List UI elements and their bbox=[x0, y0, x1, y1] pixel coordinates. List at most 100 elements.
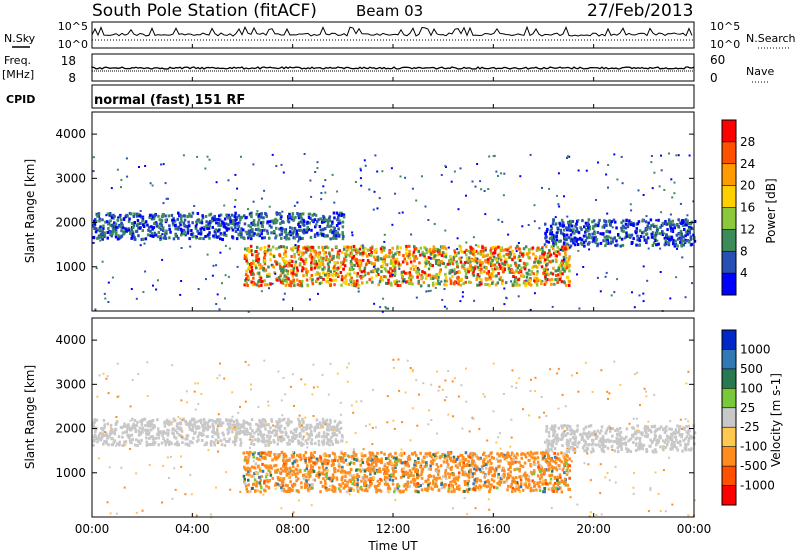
power-cell bbox=[459, 260, 463, 264]
power-cell bbox=[280, 232, 283, 236]
power-cell bbox=[563, 237, 566, 240]
velocity-cell bbox=[450, 486, 453, 490]
power-cell bbox=[311, 245, 314, 249]
power-cell bbox=[564, 244, 567, 248]
power-cell bbox=[352, 268, 355, 271]
velocity-cell bbox=[302, 419, 305, 423]
power-cell bbox=[322, 271, 325, 275]
power-cell bbox=[483, 254, 486, 258]
velocity-cell bbox=[141, 430, 144, 434]
power-cell bbox=[196, 155, 199, 158]
power-cell bbox=[307, 216, 311, 219]
velocity-cell bbox=[259, 454, 262, 458]
power-cell bbox=[279, 222, 282, 226]
power-cell bbox=[632, 223, 635, 227]
station-title: South Pole Station (fitACF) bbox=[92, 1, 317, 21]
velocity-cell bbox=[270, 419, 274, 423]
power-cell bbox=[587, 226, 590, 230]
power-cell bbox=[109, 219, 112, 223]
power-cell bbox=[375, 248, 378, 252]
velocity-cell bbox=[225, 439, 228, 443]
velocity-cell bbox=[310, 429, 313, 433]
velocity-cell bbox=[248, 422, 251, 426]
power-cell bbox=[548, 260, 551, 264]
power-cell bbox=[154, 221, 158, 225]
power-cell bbox=[280, 271, 283, 275]
velocity-cell bbox=[351, 457, 354, 460]
power-cell bbox=[299, 228, 303, 232]
velocity-cell bbox=[93, 418, 96, 422]
velocity-cell bbox=[374, 458, 377, 462]
velocity-cell bbox=[161, 434, 164, 437]
power-cell bbox=[398, 251, 401, 255]
velocity-cell bbox=[302, 476, 305, 480]
velocity-cell bbox=[438, 476, 441, 480]
power-cell bbox=[551, 272, 555, 276]
velocity-cell bbox=[564, 457, 567, 461]
velocity-cell bbox=[430, 455, 433, 459]
power-colorbar-cell bbox=[722, 273, 736, 296]
power-cell bbox=[574, 229, 578, 233]
velocity-cell bbox=[165, 440, 168, 444]
velocity-cell bbox=[252, 455, 255, 459]
power-cell bbox=[555, 238, 559, 242]
power-cell bbox=[661, 221, 665, 225]
velocity-cell bbox=[205, 441, 208, 445]
power-cell bbox=[313, 218, 317, 222]
velocity-cell bbox=[439, 464, 443, 468]
velocity-cell bbox=[102, 418, 106, 422]
power-cell bbox=[316, 271, 319, 275]
power-cell bbox=[596, 242, 600, 246]
power-cell bbox=[296, 269, 299, 273]
power-cell bbox=[202, 237, 205, 241]
velocity-cell bbox=[665, 425, 668, 429]
velocity-cell bbox=[551, 439, 554, 443]
power-cell bbox=[596, 276, 599, 279]
velocity-cell bbox=[543, 471, 546, 475]
velocity-cell bbox=[528, 453, 531, 457]
power-colorbar-cell bbox=[722, 251, 736, 274]
velocity-cell bbox=[245, 421, 248, 424]
power-cell bbox=[423, 254, 426, 258]
power-cell bbox=[604, 275, 607, 278]
power-cell bbox=[182, 154, 185, 157]
power-cell bbox=[389, 281, 393, 285]
power-cell bbox=[268, 274, 271, 278]
power-cell bbox=[219, 237, 222, 241]
velocity-cell bbox=[147, 432, 150, 436]
power-cell bbox=[126, 175, 129, 178]
power-cell bbox=[557, 172, 560, 175]
power-cell bbox=[208, 158, 211, 161]
power-cell bbox=[324, 257, 327, 260]
velocity-cell bbox=[328, 423, 331, 427]
power-cell bbox=[427, 290, 430, 293]
power-cell bbox=[680, 234, 684, 238]
velocity-cell bbox=[317, 470, 321, 474]
velocity-cell bbox=[273, 453, 276, 456]
velocity-cell bbox=[551, 444, 555, 448]
velocity-cell bbox=[338, 420, 341, 424]
velocity-cell bbox=[569, 432, 572, 436]
velocity-cell bbox=[317, 443, 321, 447]
power-cell bbox=[559, 224, 562, 228]
velocity-cell bbox=[409, 473, 413, 477]
velocity-cell bbox=[274, 469, 277, 473]
velocity-cell bbox=[250, 442, 253, 446]
velocity-cell bbox=[156, 427, 160, 431]
power-cell bbox=[133, 221, 136, 224]
velocity-cell bbox=[236, 426, 239, 430]
velocity-cell bbox=[579, 433, 582, 437]
velocity-cell bbox=[520, 475, 523, 478]
velocity-cell bbox=[637, 447, 640, 451]
velocity-cell bbox=[613, 449, 617, 453]
power-cell bbox=[576, 243, 580, 246]
power-cell bbox=[636, 234, 639, 238]
velocity-cell bbox=[403, 460, 407, 464]
power-cell bbox=[500, 172, 502, 175]
power-cell bbox=[359, 259, 362, 263]
velocity-cell bbox=[415, 484, 418, 488]
velocity-cell bbox=[145, 440, 148, 444]
power-cell bbox=[432, 283, 435, 287]
power-cell bbox=[507, 247, 510, 251]
power-cell bbox=[400, 273, 403, 277]
